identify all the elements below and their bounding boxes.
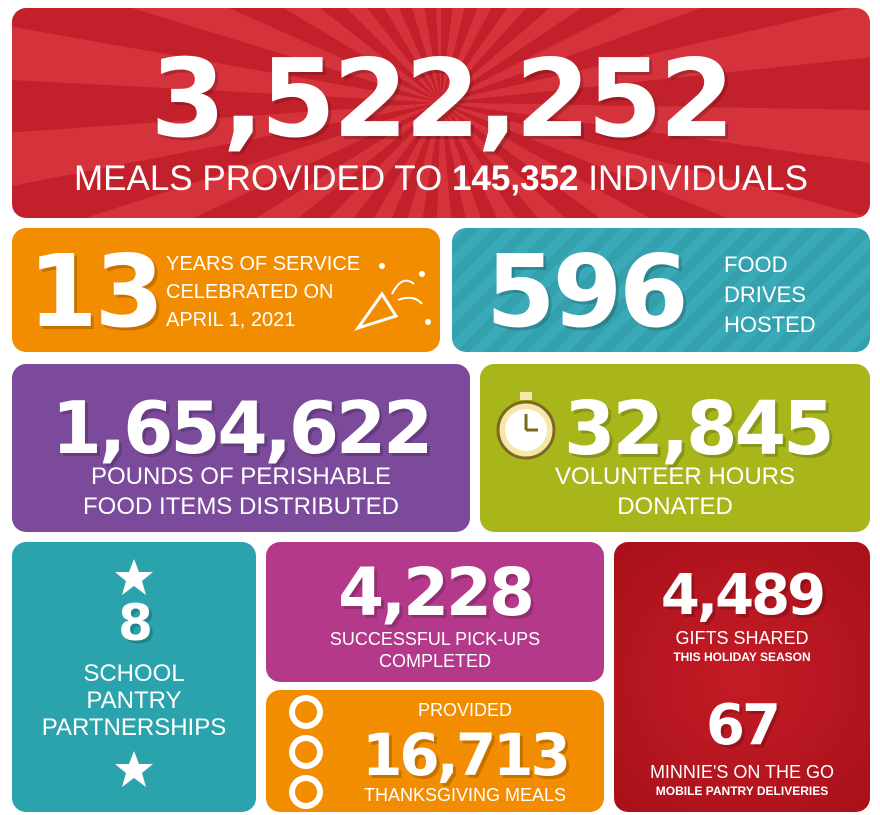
caption-line: PARTNERSHIPS — [41, 714, 227, 741]
drives-caption: FOOD DRIVES HOSTED — [724, 250, 816, 340]
gifts-number: 4,489 — [660, 563, 826, 628]
meals-caption: MEALS PROVIDED TO 145,352 INDIVIDUALS — [12, 158, 870, 200]
volunteer-tile: 32,845 VOLUNTEER HOURS DONATED — [480, 364, 870, 532]
pounds-caption: POUNDS OF PERISHABLE FOOD ITEMS DISTRIBU… — [12, 462, 470, 522]
thanksgiving-caption: THANKSGIVING MEALS — [363, 785, 567, 805]
thanksgiving-number: 16,713 — [362, 721, 571, 789]
school-number: 8 — [118, 594, 153, 652]
drives-tile: 596 FOOD DRIVES HOSTED — [452, 228, 870, 352]
drives-number: 596 — [486, 233, 689, 350]
caption-line: CELEBRATED ON — [166, 281, 334, 303]
caption-line: APRIL 1, 2021 — [166, 309, 296, 331]
star-icon — [115, 559, 153, 595]
caption-line: POUNDS OF PERISHABLE — [90, 463, 392, 490]
caption-line: SCHOOL — [83, 660, 185, 687]
years-caption: YEARS OF SERVICE CELEBRATED ON APRIL 1, … — [166, 250, 360, 334]
pickups-tile: 4,228 SUCCESSFUL PICK-UPS COMPLETED — [266, 542, 604, 682]
school-caption: SCHOOL PANTRY PARTNERSHIPS — [12, 660, 256, 741]
star-icon — [115, 751, 153, 787]
caption-line: HOSTED — [724, 312, 816, 337]
volunteer-caption: VOLUNTEER HOURS DONATED — [480, 462, 870, 522]
caption-line: FOOD ITEMS DISTRIBUTED — [82, 493, 399, 520]
caption-line: DONATED — [617, 493, 733, 520]
party-icon — [354, 263, 431, 331]
gifts-subcaption: THIS HOLIDAY SEASON — [673, 650, 811, 664]
minnies-subcaption: MOBILE PANTRY DELIVERIES — [655, 784, 829, 798]
pounds-number: 1,654,622 — [51, 386, 433, 470]
pickups-caption: SUCCESSFUL PICK-UPS COMPLETED — [266, 628, 604, 672]
gifts-tile: 4,489 GIFTS SHARED THIS HOLIDAY SEASON 6… — [614, 542, 870, 812]
caption-line: FOOD — [724, 252, 788, 277]
caption-line: VOLUNTEER HOURS — [554, 463, 796, 490]
pickups-number: 4,228 — [338, 554, 535, 631]
volunteer-number: 32,845 — [564, 386, 835, 472]
minnies-number: 67 — [706, 693, 781, 758]
school-tile: 8 SCHOOL PANTRY PARTNERSHIPS — [12, 542, 256, 812]
thanksgiving-label: PROVIDED — [417, 700, 513, 720]
gifts-caption: GIFTS SHARED — [675, 628, 809, 648]
caption-line: COMPLETED — [378, 651, 492, 671]
plate-icons — [289, 695, 323, 809]
caption-line: DRIVES — [724, 282, 806, 307]
caption-line: SUCCESSFUL PICK-UPS — [329, 629, 541, 649]
meals-tile: 3,522,252 MEALS PROVIDED TO 145,352 INDI… — [12, 8, 870, 218]
caption-line: YEARS OF SERVICE — [166, 253, 361, 275]
caption-line: PANTRY — [86, 687, 182, 714]
meals-text: INDIVIDUALS — [588, 159, 809, 198]
meals-highlight: 145,352 — [451, 159, 579, 198]
meals-number: 3,522,252 — [150, 37, 734, 162]
minnies-caption: MINNIE'S ON THE GO — [649, 762, 835, 782]
meals-text: MEALS PROVIDED TO — [73, 159, 443, 198]
years-number: 13 — [28, 233, 164, 350]
years-tile: 13 YEARS OF SERVICE CELEBRATED ON APRIL … — [12, 228, 440, 352]
thanksgiving-tile: PROVIDED 16,713 THANKSGIVING MEALS — [266, 690, 604, 812]
stopwatch-icon — [496, 392, 556, 460]
pounds-tile: 1,654,622 POUNDS OF PERISHABLE FOOD ITEM… — [12, 364, 470, 532]
